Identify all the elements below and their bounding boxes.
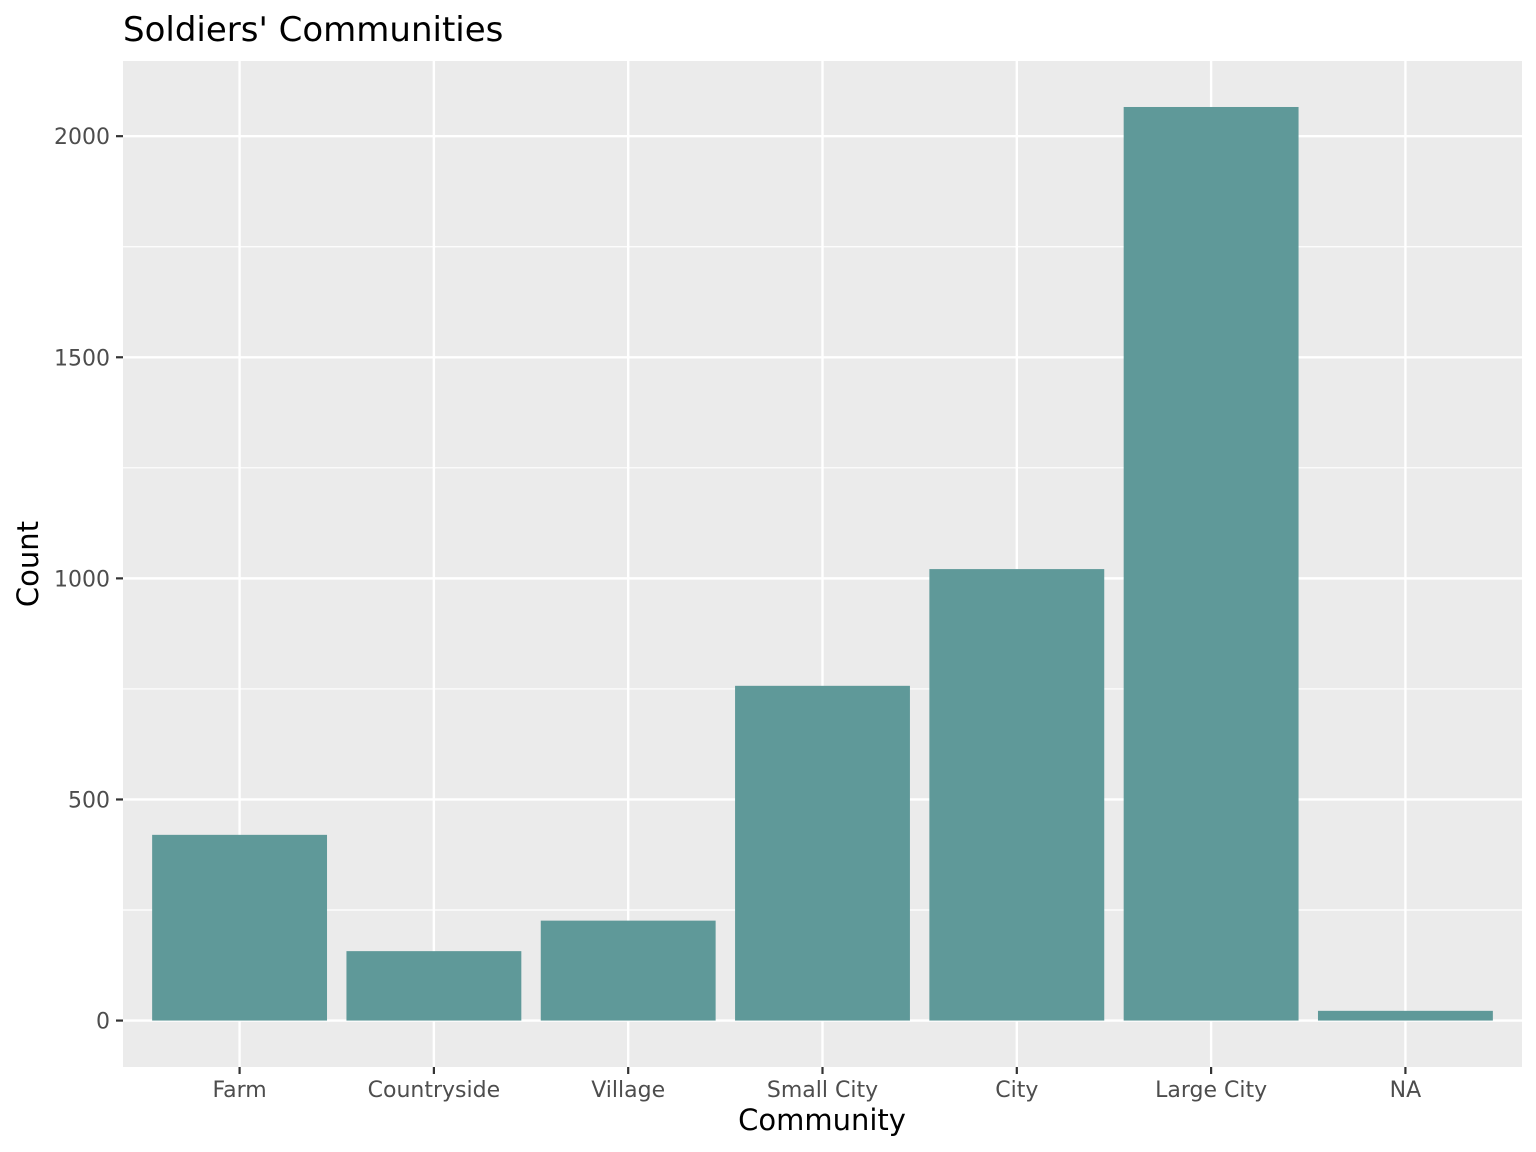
chart-title: Soldiers' Communities: [123, 10, 503, 50]
y-tick-label: 2000: [54, 125, 110, 150]
x-tick-label: NA: [1390, 1078, 1422, 1103]
y-tick-label: 500: [68, 788, 110, 813]
y-axis: 0 500 1000 1500 2000: [54, 125, 123, 1035]
y-tick-label: 1000: [54, 567, 110, 592]
bar-large-city: [1123, 106, 1299, 1021]
x-tick-label: Large City: [1155, 1078, 1267, 1103]
y-tick-label: 1500: [54, 346, 110, 371]
bar-small-city: [735, 685, 910, 1021]
bar-na: [1317, 1010, 1493, 1021]
x-tick-label: Small City: [767, 1078, 878, 1103]
bar-farm: [152, 834, 328, 1021]
bar-village: [540, 920, 716, 1021]
bar-city: [929, 569, 1105, 1021]
y-axis-title: Count: [11, 521, 45, 607]
x-tick-label: Farm: [212, 1078, 266, 1103]
x-tick-label: Village: [591, 1078, 665, 1103]
bars: [152, 106, 1493, 1021]
x-axis-title: Community: [738, 1103, 906, 1137]
x-tick-label: Countryside: [368, 1078, 500, 1103]
y-tick-label: 0: [96, 1010, 110, 1035]
x-axis: Farm Countryside Village Small City City Larg…: [212, 1067, 1421, 1103]
x-tick-label: City: [995, 1078, 1038, 1103]
bar-countryside: [346, 951, 522, 1021]
